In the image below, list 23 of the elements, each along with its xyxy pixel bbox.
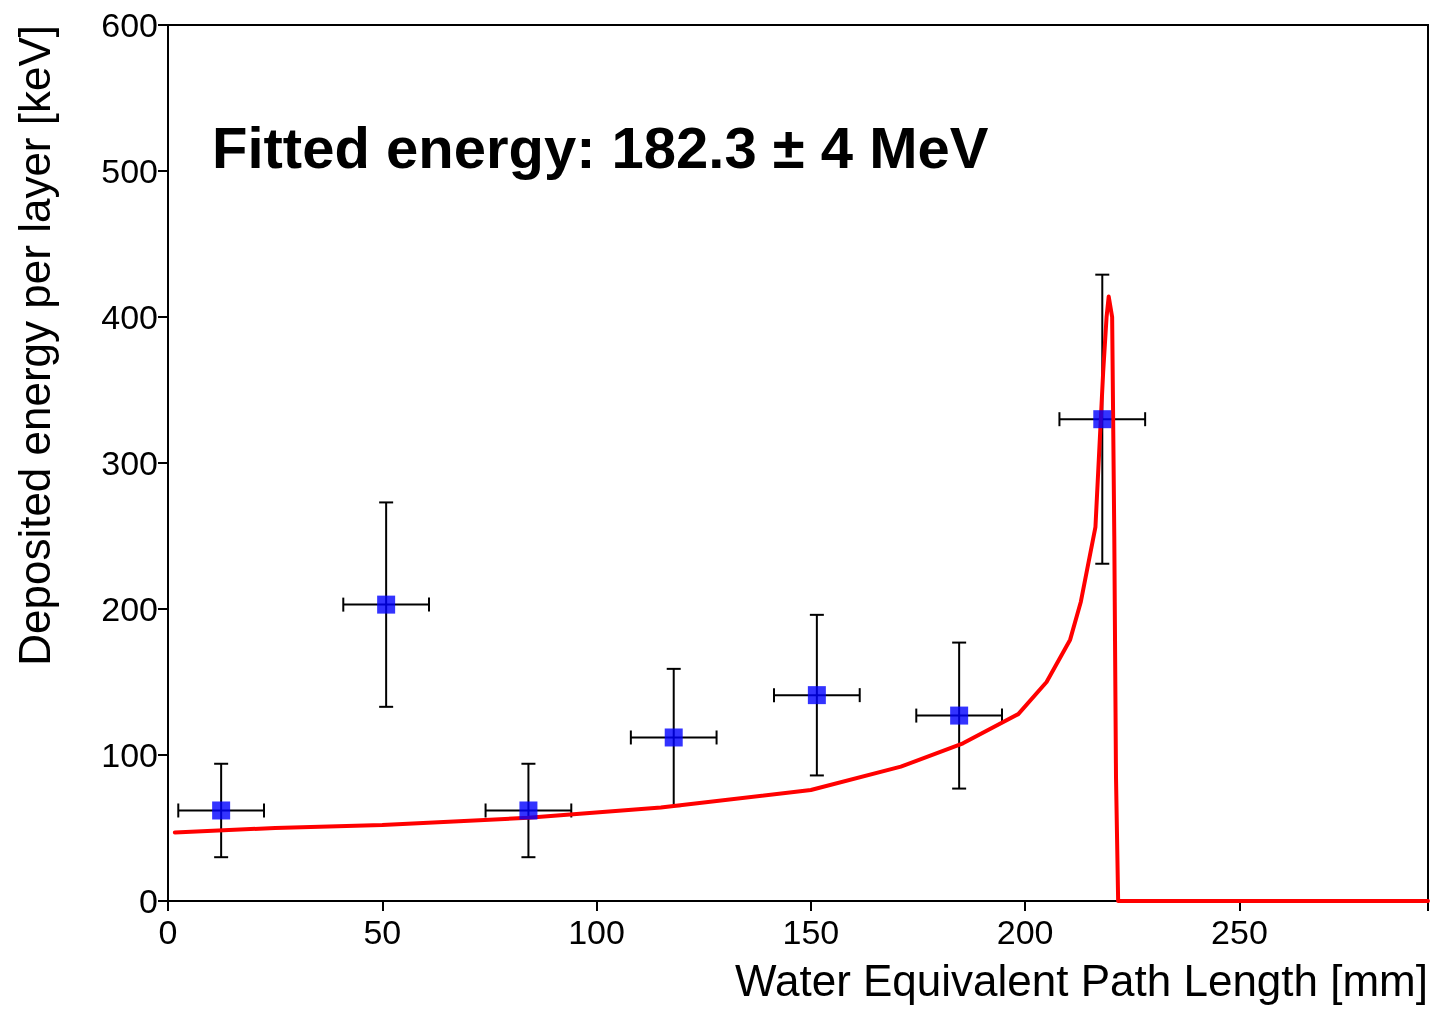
x-axis-title: Water Equivalent Path Length [mm]: [735, 955, 1428, 1005]
point: [664, 728, 683, 747]
line-series: [172, 294, 1430, 903]
y-tick-label: 100: [101, 736, 158, 774]
point: [807, 686, 826, 705]
y-tick-label: 200: [101, 590, 158, 628]
y-tick-label: 500: [101, 152, 158, 190]
point: [377, 595, 396, 614]
point: [519, 801, 538, 820]
x-tick-label: 100: [568, 913, 625, 951]
x-tick-label: 150: [782, 913, 840, 951]
point: [212, 801, 231, 820]
x-tick-label: 250: [1211, 913, 1268, 951]
y-tick-label: 600: [101, 6, 158, 44]
y-axis-title: Deposited energy per layer [keV]: [9, 25, 59, 666]
x-tick-label: 200: [996, 913, 1054, 951]
point: [950, 706, 969, 725]
point: [1093, 410, 1112, 429]
x-tick-label: 50: [363, 913, 402, 951]
y-tick-label: 300: [101, 444, 158, 482]
annotation: Fitted energy: 182.3 ± 4 MeV: [212, 114, 989, 180]
y-tick-label: 0: [139, 882, 158, 920]
y-tick-label: 400: [101, 298, 158, 336]
